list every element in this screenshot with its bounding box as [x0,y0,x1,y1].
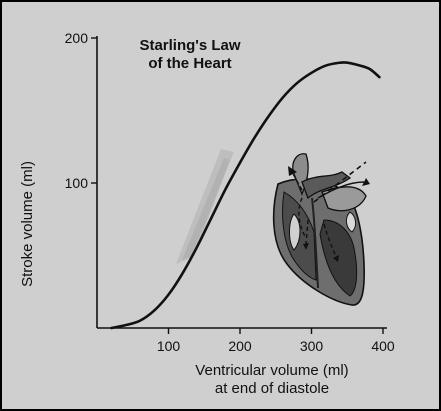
stroke-volume-curve [110,61,381,330]
x-tick-label: 400 [371,338,395,354]
x-tick-label: 200 [228,338,252,354]
x-axis-label-line-1: Ventricular volume (ml) [195,362,348,379]
chart-title-line-1: Starling's Law [139,37,240,54]
shading-band [176,149,234,264]
y-tick-label: 200 [65,30,89,46]
tick-group: 100 200 300 400 100 200 [65,30,395,354]
y-tick-label: 100 [65,175,89,191]
heart-icon [272,153,370,306]
x-tick-label: 100 [157,338,181,354]
series-group [110,61,381,330]
x-tick-label: 300 [300,338,324,354]
chart-title-line-2: of the Heart [148,55,231,72]
x-axis-label-line-2: at end of diastole [215,380,329,397]
y-axis-label: Stroke volume (ml) [19,161,36,287]
